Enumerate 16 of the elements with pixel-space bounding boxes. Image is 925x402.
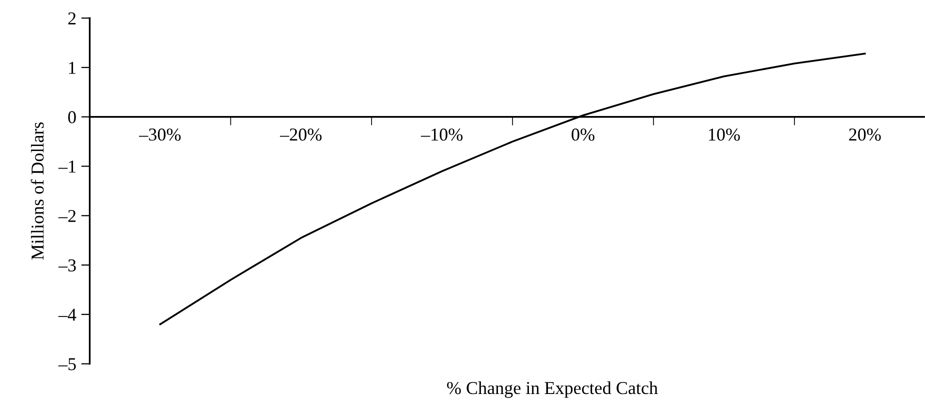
y-tick-label: –3 [58,259,76,272]
y-tick-label: –1 [58,160,76,173]
y-tick-label: 2 [68,12,76,24]
y-tick-label: –5 [58,358,76,370]
x-tick-label: –20% [280,128,322,141]
y-tick-label: 0 [68,111,76,124]
x-tick-label: 10% [708,128,740,141]
x-tick-label: –10% [420,128,463,141]
y-tick-label: 1 [69,62,76,74]
y-tick-label: –2 [58,210,76,222]
x-tick-label: 20% [849,128,881,141]
x-tick-label: –30% [139,128,181,141]
y-axis-title: Millions of Dollars [30,122,44,260]
x-axis-title: % Change in Expected Catch [447,381,658,398]
y-tick-label: –4 [58,308,76,321]
x-tick-label: 0% [572,128,594,141]
